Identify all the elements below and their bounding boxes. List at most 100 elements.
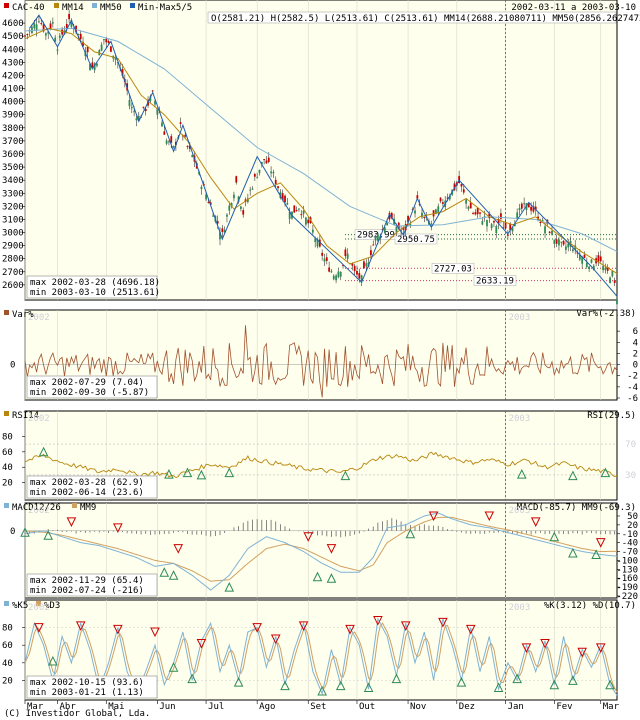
candle-body (105, 38, 108, 43)
panel-5: 20 40 60 80 %K5 %D3 %K(3.12) %D(10.7) 2002 2003 m… (2, 599, 636, 701)
candle-body (267, 157, 270, 162)
candle-body (365, 263, 368, 267)
y-tick-label: 0 (633, 361, 638, 371)
candle-body (128, 100, 131, 107)
macd-buy-marker (20, 527, 30, 537)
y-tick-label: 2700 (2, 268, 24, 278)
legend-label: Var% (12, 310, 34, 320)
macd-sell-marker (484, 511, 495, 522)
month-label: Jan (508, 702, 524, 712)
candle-body (35, 24, 38, 31)
y-tick-label: -130 (616, 565, 638, 575)
legend-swatch (36, 601, 41, 606)
candle-body (616, 299, 618, 305)
candle-body (253, 173, 256, 177)
candle-body (107, 40, 110, 43)
y-tick-label: 2600 (2, 281, 24, 291)
candle-body (383, 227, 386, 233)
macd-buy-marker (43, 530, 54, 540)
candle-body (223, 229, 226, 233)
stoch-sell-marker (400, 621, 411, 631)
candle-body (82, 41, 84, 47)
candle-body (93, 63, 96, 71)
stoch-buy-marker (493, 682, 504, 692)
candle-body (293, 205, 296, 213)
y-tick-label: -6 (627, 394, 638, 404)
candle-body (212, 215, 214, 217)
stoch-buy-marker (233, 677, 244, 687)
candle-body (430, 223, 433, 225)
stoch-sell-marker (298, 621, 309, 631)
macd-buy-marker (312, 571, 323, 582)
candle-body (179, 122, 182, 124)
candle-body (42, 24, 45, 32)
candle-body (133, 111, 136, 113)
last-value: Var%(-2.38) (576, 309, 636, 319)
y-tick-label: 2 (633, 349, 638, 359)
stoch-sell-marker (345, 624, 355, 635)
candle-body (544, 226, 546, 234)
candle-body (318, 239, 321, 247)
candle-body (237, 196, 240, 202)
year-watermark: 2003 (509, 414, 531, 424)
candle-body (467, 206, 470, 209)
level-label: 2983.99 (357, 231, 395, 241)
candle-body (344, 249, 347, 257)
candle-body (495, 226, 498, 234)
candle-body (286, 202, 289, 205)
candle-body (61, 29, 64, 35)
y-tick-label: 3400 (2, 176, 24, 186)
stoch-buy-marker (168, 662, 179, 672)
candle-body (578, 254, 581, 260)
candle-body (374, 235, 377, 241)
min-label: min 2002-07-24 (-216) (30, 586, 144, 596)
stoch-buy-marker (391, 673, 402, 684)
legend-swatch (92, 3, 97, 8)
rsi-line (24, 451, 618, 479)
candle-body (70, 19, 73, 27)
y-tick-label: 3500 (2, 163, 24, 173)
macd-buy-marker (159, 567, 170, 577)
candle-body (534, 206, 537, 211)
candle-body (541, 219, 544, 221)
stoch-sell-marker (252, 623, 262, 633)
candle-body (527, 203, 530, 208)
panel-1-frame (24, 0, 618, 301)
candle-body (488, 213, 491, 219)
y-tick-label: 3200 (2, 202, 24, 212)
chart-period: 2002-03-11 a 2003-03-10 (511, 3, 636, 13)
y-tick-label: 4300 (2, 58, 24, 68)
candle-body (376, 233, 379, 241)
candle-body (472, 213, 474, 215)
level-label-box (473, 275, 517, 286)
candle-body (263, 159, 266, 161)
legend-swatch (130, 3, 135, 8)
candle-body (228, 205, 231, 211)
candle-body (346, 253, 349, 259)
candle-body (421, 212, 423, 218)
y-tick-label: 60 (2, 641, 13, 651)
legend-label: %K5 (12, 601, 28, 611)
legend-label: RSI14 (12, 411, 39, 421)
candle-body (163, 131, 166, 135)
min-label: min 2002-09-30 (-5.87) (30, 388, 149, 398)
stoch-buy-marker (363, 682, 374, 692)
candle-body (109, 46, 112, 52)
month-label: Out (359, 702, 375, 712)
y-tick-label: 6 (633, 327, 638, 337)
candle-body (184, 135, 187, 137)
candle-body (100, 44, 103, 51)
candle-body (462, 189, 465, 193)
candle-body (370, 250, 372, 256)
candle-body (200, 186, 203, 190)
y-tick-label: -220 (616, 592, 638, 602)
candle-body (156, 107, 159, 115)
stoch-sell-marker (113, 624, 123, 635)
stoch-buy-marker (456, 677, 467, 687)
legend-label: MACD12/26 (12, 503, 61, 513)
candle-body (300, 214, 303, 216)
candle-body (24, 35, 26, 37)
candle-body (469, 202, 472, 209)
candle-body (154, 100, 156, 105)
y-tick-label: 3700 (2, 137, 24, 147)
